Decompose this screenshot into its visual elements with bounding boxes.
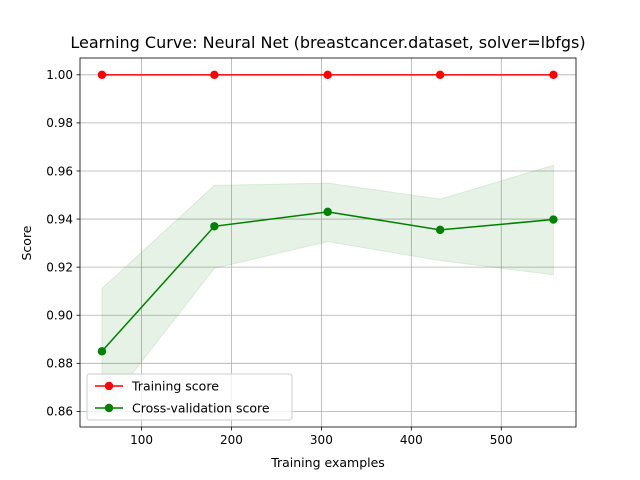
x-tick-label: 300 bbox=[310, 433, 333, 447]
x-tick-label: 100 bbox=[130, 433, 153, 447]
x-tick-label: 500 bbox=[490, 433, 513, 447]
legend-label: Cross-validation score bbox=[132, 401, 270, 416]
y-tick-label: 0.90 bbox=[46, 309, 73, 323]
data-point bbox=[210, 70, 219, 80]
data-point bbox=[549, 215, 558, 224]
y-tick-label: 0.88 bbox=[46, 357, 73, 371]
legend-marker bbox=[104, 381, 114, 391]
x-tick-label: 200 bbox=[220, 433, 243, 447]
data-point bbox=[323, 70, 332, 80]
x-tick-label: 400 bbox=[400, 433, 423, 447]
data-point bbox=[323, 207, 332, 217]
y-tick-label: 0.92 bbox=[46, 260, 73, 274]
chart-title: Learning Curve: Neural Net (breastcancer… bbox=[70, 33, 585, 52]
y-tick-label: 0.98 bbox=[46, 116, 73, 130]
plot-frame bbox=[79, 57, 577, 428]
data-point bbox=[210, 222, 219, 231]
x-axis-label: Training examples bbox=[270, 455, 385, 470]
y-tick-label: 0.96 bbox=[46, 164, 73, 178]
y-axis-label: Score bbox=[19, 225, 34, 260]
data-point bbox=[97, 70, 107, 80]
data-point bbox=[97, 347, 107, 356]
legend-marker bbox=[104, 403, 114, 413]
plot-content bbox=[97, 70, 558, 415]
y-tick-label: 1.00 bbox=[46, 68, 73, 82]
y-tick-label: 0.86 bbox=[46, 405, 73, 419]
data-point bbox=[435, 70, 445, 80]
data-point bbox=[435, 225, 445, 235]
y-tick-label: 0.94 bbox=[46, 212, 73, 226]
legend: Training score Cross-validation score bbox=[86, 373, 293, 421]
legend-label: Training score bbox=[131, 379, 219, 394]
data-point bbox=[549, 70, 558, 80]
plot-area: 100 200 300 400 500 0.86 0.88 0.90 0.92 0.94 0.96 0… bbox=[46, 57, 577, 447]
legend-box bbox=[86, 373, 293, 421]
